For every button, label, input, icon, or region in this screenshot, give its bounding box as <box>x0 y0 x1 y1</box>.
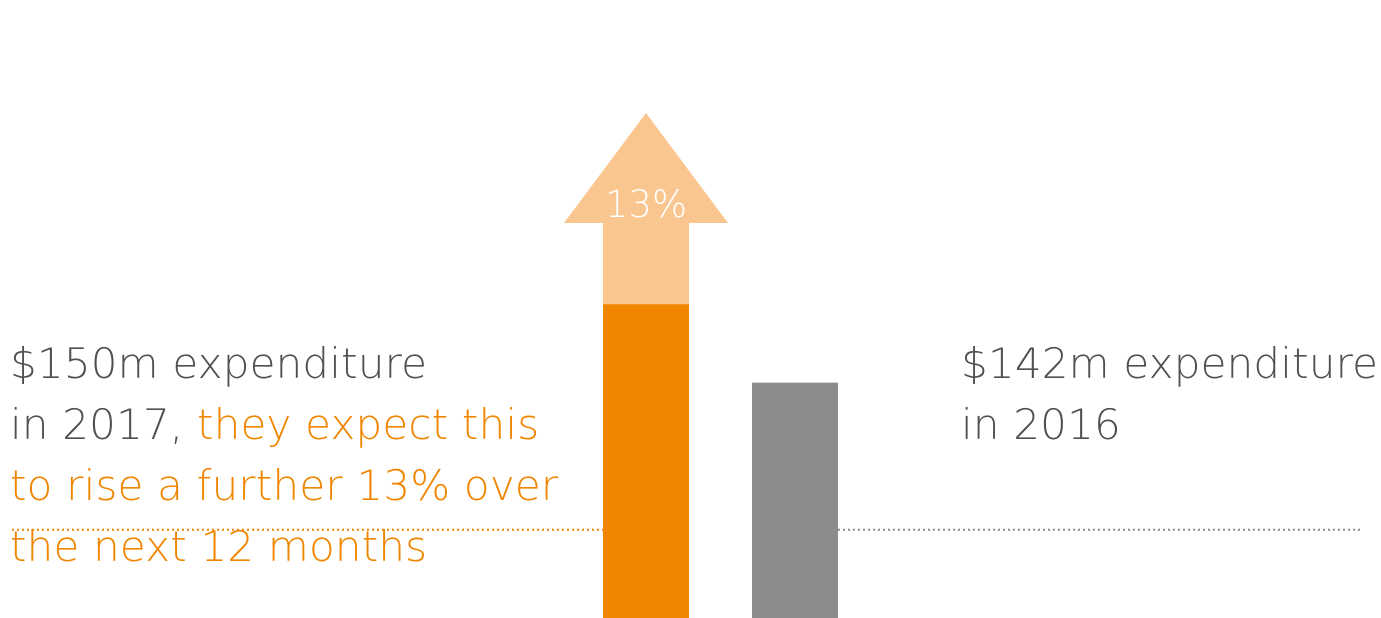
caption-2016-line-2: in 2016 <box>961 394 1371 455</box>
caption-2016: $142m expenditure in 2016 <box>961 333 1378 455</box>
caption-2017-period-text: the next 12 months <box>10 522 428 571</box>
caption-2017-line-1: $150m expenditure <box>10 333 590 394</box>
bar-2017 <box>603 304 689 618</box>
projection-arrow <box>564 112 728 305</box>
arrow-label: 13% <box>605 183 687 226</box>
caption-2017-rise-text: to rise a further 13% over <box>10 461 559 510</box>
caption-2016-value-text: $142m expenditure <box>961 339 1379 388</box>
caption-2017-line-3: to rise a further 13% over <box>10 455 590 516</box>
caption-2017-line-2: in 2017, they expect this <box>10 394 590 455</box>
bar-2016 <box>752 382 838 618</box>
caption-2017-expectation-text: they expect this <box>197 400 540 449</box>
caption-2016-line-1: $142m expenditure <box>961 333 1378 394</box>
caption-2017: $150m expenditure in 2017, they expect t… <box>10 333 590 577</box>
caption-2017-line-4: the next 12 months <box>10 516 590 577</box>
caption-2016-year-text: in 2016 <box>961 400 1121 449</box>
caption-2017-value-text: $150m expenditure <box>10 339 428 388</box>
caption-2017-year-text: in 2017, <box>10 400 198 449</box>
